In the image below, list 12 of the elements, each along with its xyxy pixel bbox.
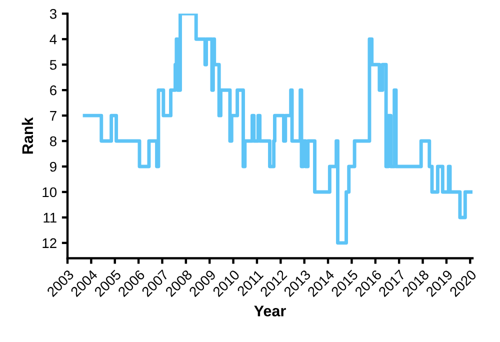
y-tick-label: 4 <box>50 34 57 44</box>
y-tick-label: 7 <box>50 111 56 121</box>
y-tick-label: 10 <box>42 187 57 198</box>
y-tick-label: 6 <box>50 85 56 96</box>
y-tick-label: 11 <box>44 212 56 222</box>
y-tick-label: 9 <box>50 162 56 172</box>
y-tick-label: 8 <box>50 136 56 146</box>
y-tick-label: 12 <box>42 238 56 248</box>
x-axis-title: Year <box>254 306 286 316</box>
y-tick-label: 3 <box>50 9 56 19</box>
y-tick-label: 5 <box>50 60 56 70</box>
y-axis-title: Rank <box>22 117 34 154</box>
